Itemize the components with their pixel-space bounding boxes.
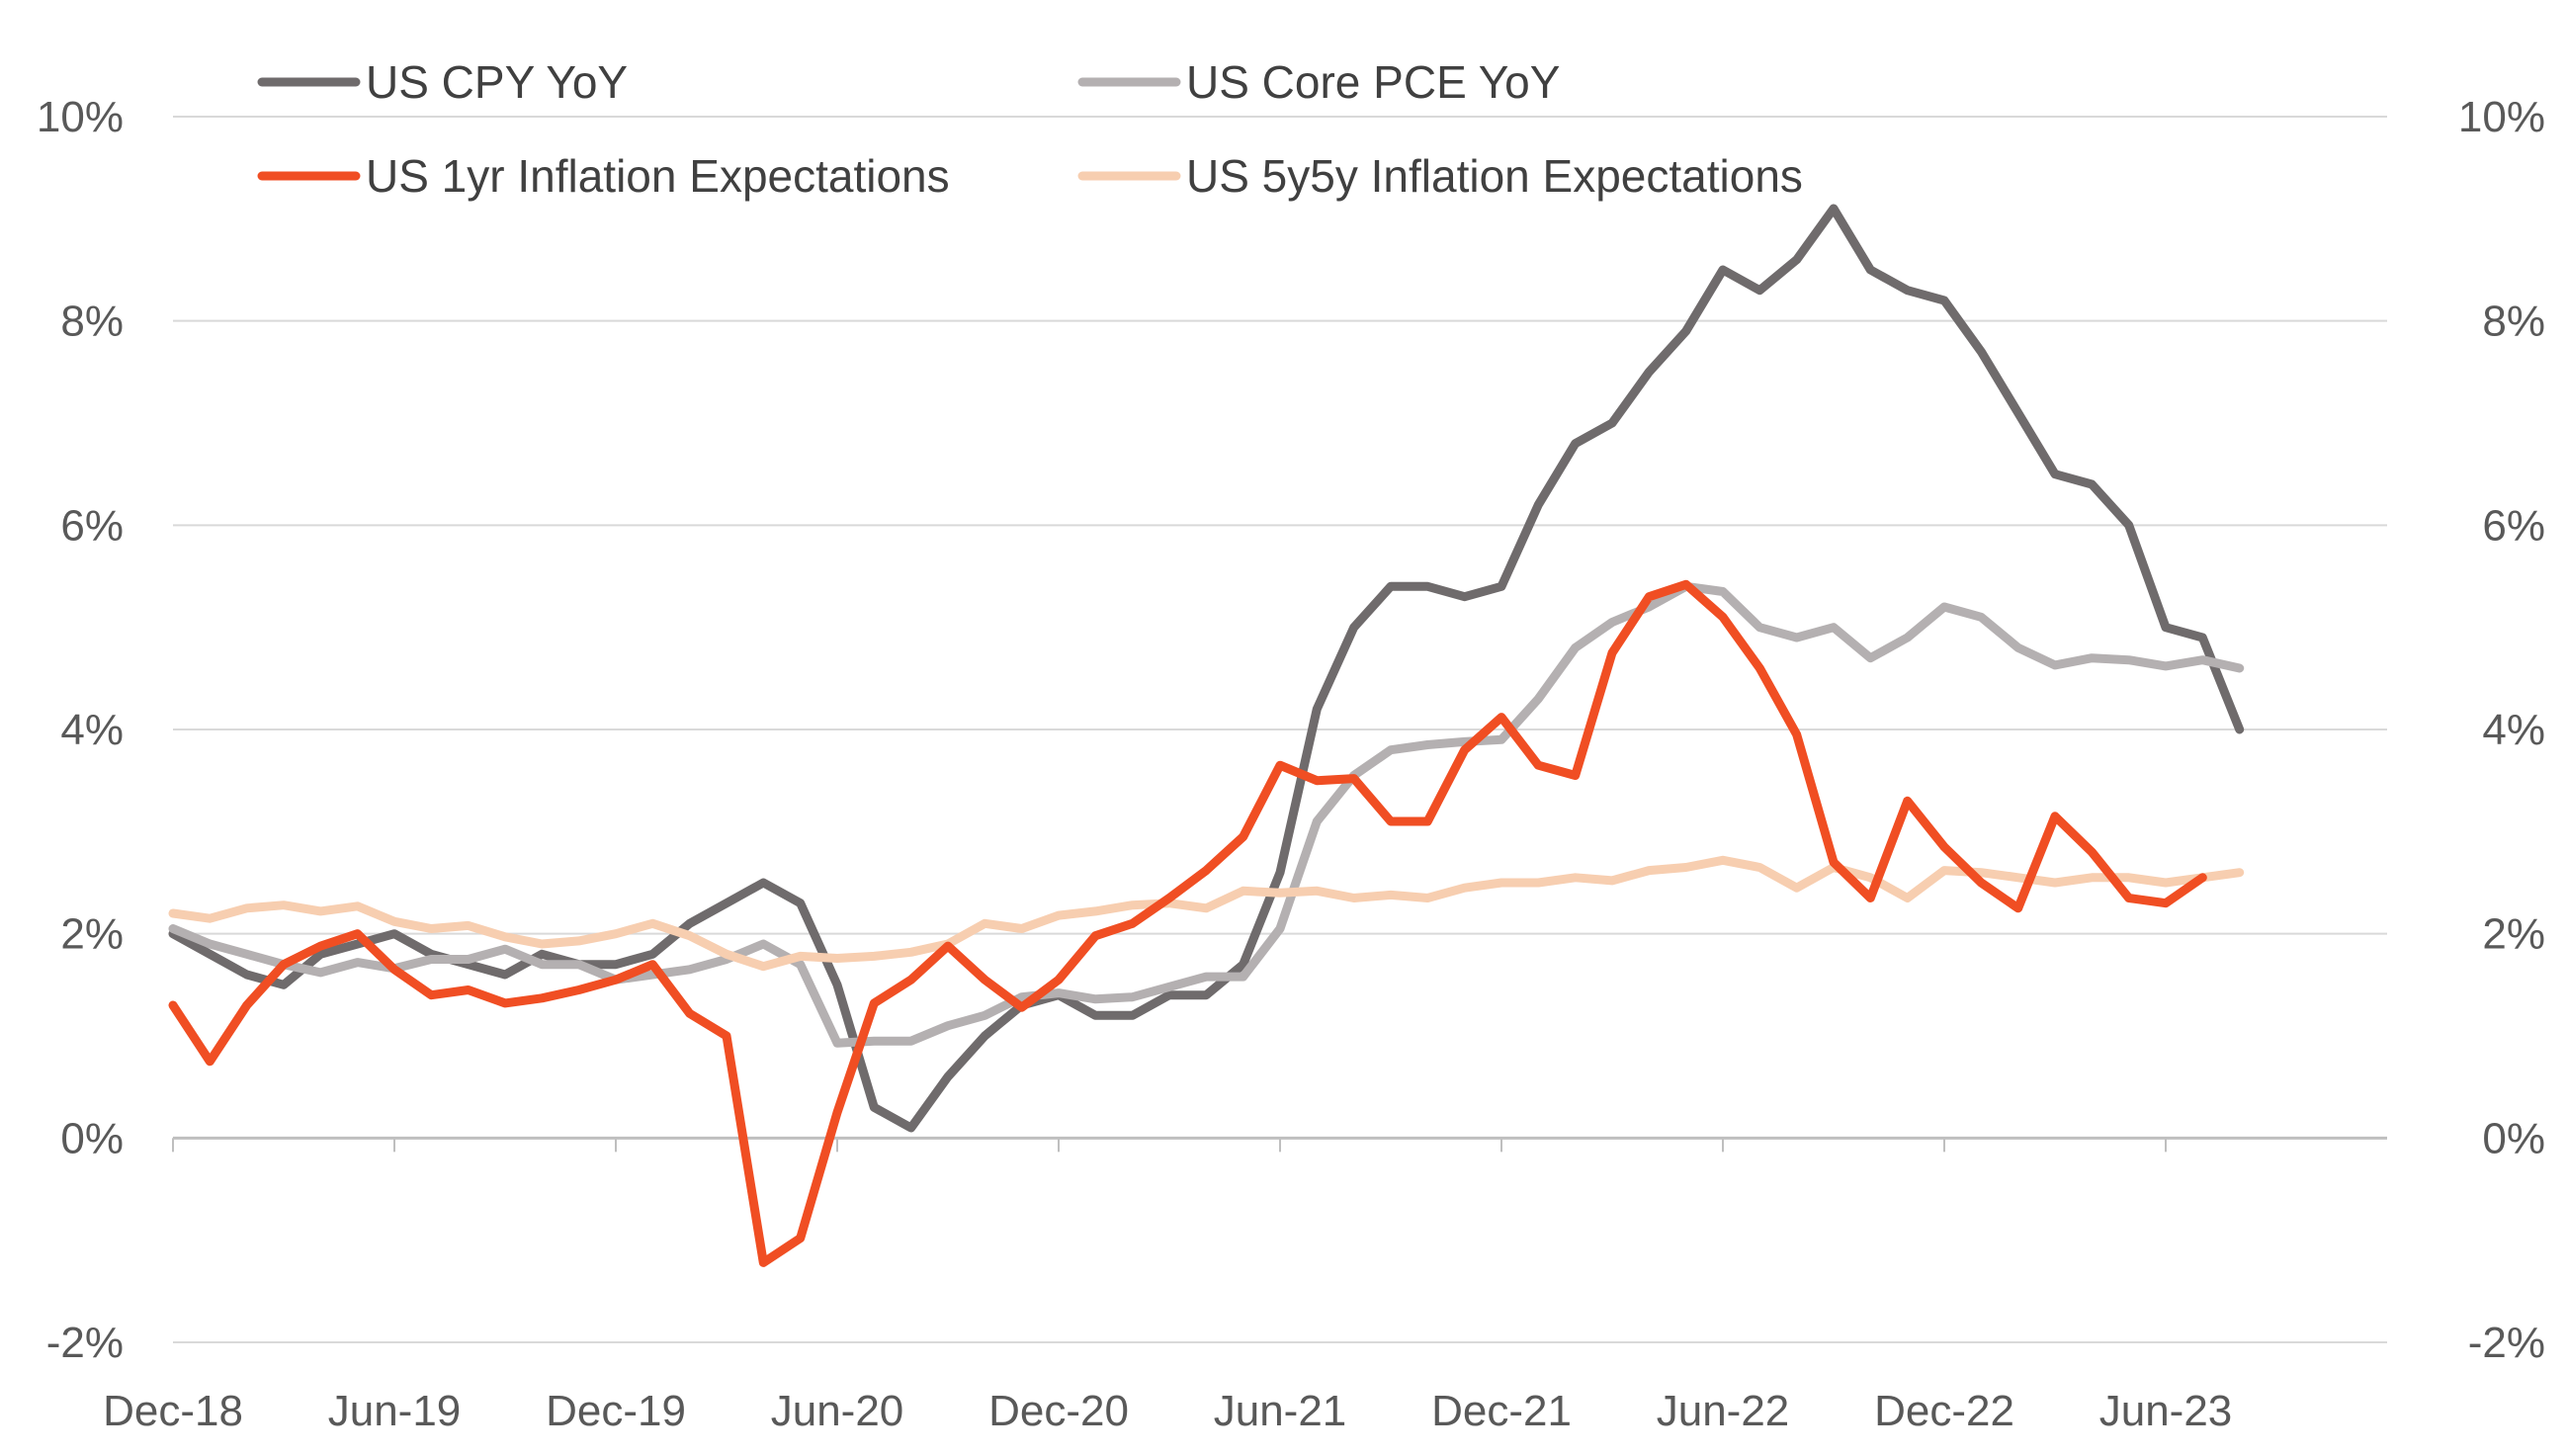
legend-label: US CPY YoY — [366, 56, 628, 108]
series-line-3 — [168, 855, 2245, 972]
y-tick-left: 2% — [60, 910, 124, 959]
y-tick-right: 10% — [2458, 93, 2545, 141]
legend-item: US Core PCE YoY — [1077, 56, 1560, 108]
legend-item: US CPY YoY — [257, 56, 628, 108]
legend-item: US 1yr Inflation Expectations — [257, 150, 950, 202]
y-tick-right: 0% — [2482, 1114, 2545, 1162]
legend: US CPY YoY US Core PCE YoY US 1yr Inflatio… — [257, 56, 1803, 202]
series-line-1 — [168, 581, 2245, 1048]
y-tick-left: -2% — [46, 1319, 124, 1367]
series-line-0 — [168, 204, 2245, 1133]
x-axis: Dec-18 Jun-19 Dec-19 Jun-20 Dec-20 Jun-21 Dec-… — [103, 1138, 2232, 1435]
y-tick-left: 0% — [60, 1114, 124, 1162]
x-tick-label: Dec-22 — [1874, 1387, 2014, 1435]
x-tick-label: Jun-22 — [1657, 1387, 1790, 1435]
y-tick-right: 4% — [2482, 706, 2545, 754]
series-line-2 — [168, 579, 2207, 1267]
y-tick-right: 2% — [2482, 910, 2545, 959]
x-tick-label: Dec-19 — [546, 1387, 686, 1435]
y-axis-left: -2% 0% 2% 4% 6% 8% 10% — [37, 93, 124, 1367]
gridlines — [173, 116, 2387, 1343]
x-tick-label: Jun-21 — [1214, 1387, 1347, 1435]
x-tick-label: Dec-21 — [1431, 1387, 1572, 1435]
y-axis-right: -2% 0% 2% 4% 6% 8% 10% — [2458, 93, 2545, 1367]
y-tick-left: 4% — [60, 706, 124, 754]
y-tick-right: -2% — [2468, 1319, 2545, 1367]
y-tick-left: 8% — [60, 298, 124, 346]
legend-label: US Core PCE YoY — [1186, 56, 1560, 108]
y-tick-left: 10% — [37, 93, 124, 141]
legend-label: US 5y5y Inflation Expectations — [1186, 150, 1803, 202]
y-tick-right: 8% — [2482, 298, 2545, 346]
x-tick-label: Dec-18 — [103, 1387, 243, 1435]
legend-label: US 1yr Inflation Expectations — [366, 150, 950, 202]
x-tick-label: Jun-23 — [2099, 1387, 2233, 1435]
x-tick-label: Jun-19 — [328, 1387, 462, 1435]
series-lines — [168, 204, 2245, 1267]
x-tick-label: Jun-20 — [771, 1387, 904, 1435]
y-tick-left: 6% — [60, 501, 124, 550]
x-tick-label: Dec-20 — [988, 1387, 1129, 1435]
y-tick-right: 6% — [2482, 501, 2545, 550]
legend-item: US 5y5y Inflation Expectations — [1077, 150, 1803, 202]
